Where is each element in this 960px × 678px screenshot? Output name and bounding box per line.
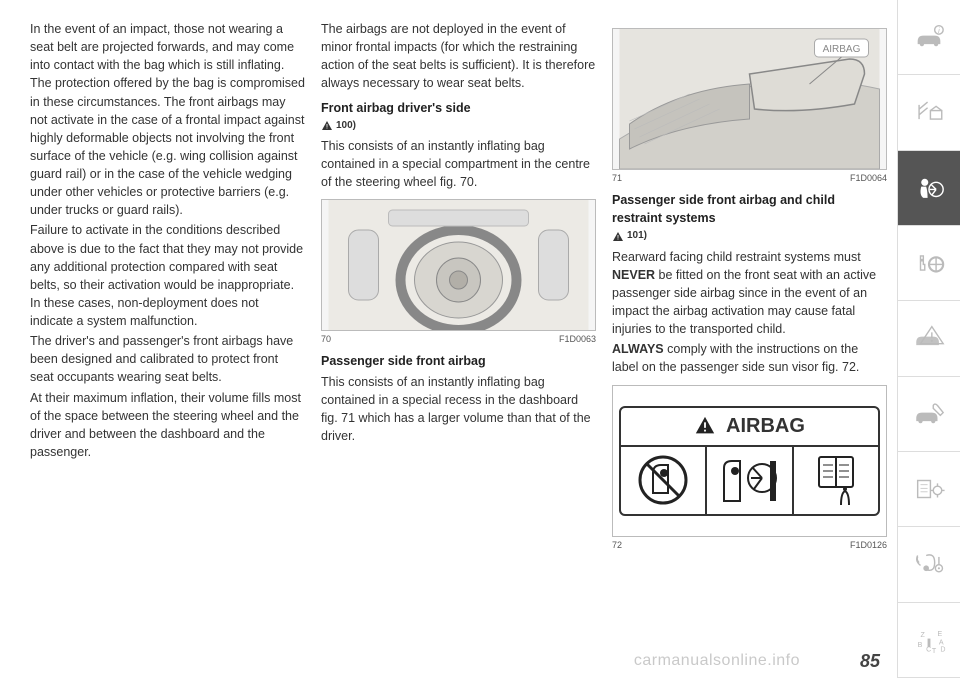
- tab-index[interactable]: ZEBACDT: [898, 603, 960, 678]
- steering-wheel-illustration: [322, 200, 595, 330]
- column-1: In the event of an impact, those not wea…: [30, 20, 305, 668]
- svg-text:!: !: [617, 235, 619, 241]
- tab-multimedia[interactable]: [898, 527, 960, 602]
- heading-front-airbag-driver: Front airbag driver's side: [321, 99, 596, 117]
- figure-code: F1D0063: [559, 333, 596, 346]
- svg-text:T: T: [932, 647, 937, 655]
- heading-passenger-airbag-child: Passenger side front airbag and child re…: [612, 191, 887, 227]
- body-text: ALWAYS comply with the instructions on t…: [612, 340, 887, 376]
- read-manual-icon: [815, 453, 857, 508]
- figure-caption: 70 F1D0063: [321, 333, 596, 346]
- dashboard-illustration: AIRBAG: [613, 29, 886, 169]
- figure-caption: 72 F1D0126: [612, 539, 887, 552]
- figure-caption: 71 F1D0064: [612, 172, 887, 185]
- body-text: This consists of an instantly inflating …: [321, 373, 596, 446]
- airbag-label-text: AIRBAG: [726, 412, 805, 441]
- watermark: carmanualsonline.info: [634, 652, 800, 670]
- column-3: AIRBAG 71 F1D0064 Passenger side front a…: [612, 20, 887, 668]
- figure-code: F1D0126: [850, 539, 887, 552]
- figure-code: F1D0064: [850, 172, 887, 185]
- svg-text:D: D: [940, 645, 945, 653]
- body-text: In the event of an impact, those not wea…: [30, 20, 305, 219]
- figure-number: 72: [612, 539, 622, 552]
- body-text: The driver's and passenger's front airba…: [30, 332, 305, 386]
- heading-passenger-front-airbag: Passenger side front airbag: [321, 352, 596, 370]
- airbag-label: AIRBAG: [823, 44, 861, 55]
- figure-number: 70: [321, 333, 331, 346]
- no-child-seat-icon: [638, 453, 688, 508]
- tab-starting-driving[interactable]: [898, 226, 960, 301]
- body-text: The airbags are not deployed in the even…: [321, 20, 596, 93]
- svg-text:!: !: [326, 124, 328, 130]
- body-text: Failure to activate in the conditions de…: [30, 221, 305, 330]
- tab-safety[interactable]: [898, 151, 960, 226]
- warning-number: 101): [627, 229, 647, 244]
- tab-dashboard[interactable]: [898, 75, 960, 150]
- warning-number: 100): [336, 119, 356, 134]
- svg-text:B: B: [918, 641, 923, 649]
- svg-text:E: E: [938, 630, 943, 638]
- tab-maintenance[interactable]: [898, 377, 960, 452]
- warning-ref: ! 101): [612, 229, 647, 244]
- warning-triangle-icon: !: [612, 231, 624, 243]
- airbag-impact-icon: [718, 453, 780, 508]
- column-2: The airbags are not deployed in the even…: [321, 20, 596, 668]
- tab-knowing-car[interactable]: i: [898, 0, 960, 75]
- section-tabs: i ZEBACDT: [897, 0, 960, 678]
- body-text: This consists of an instantly inflating …: [321, 137, 596, 191]
- figure-72: AIRBAG: [612, 385, 887, 537]
- body-text: At their maximum inflation, their volume…: [30, 389, 305, 462]
- tab-emergency[interactable]: [898, 301, 960, 376]
- figure-70: [321, 199, 596, 331]
- page-number: 85: [860, 651, 880, 672]
- figure-number: 71: [612, 172, 622, 185]
- airbag-warning-label: AIRBAG: [619, 406, 880, 516]
- svg-text:Z: Z: [921, 631, 926, 639]
- body-text: Rearward facing child restraint systems …: [612, 248, 887, 339]
- warning-triangle-icon: [694, 415, 716, 437]
- tab-technical-data[interactable]: [898, 452, 960, 527]
- warning-ref: ! 100): [321, 119, 356, 134]
- warning-triangle-icon: !: [321, 120, 333, 132]
- figure-71: AIRBAG: [612, 28, 887, 170]
